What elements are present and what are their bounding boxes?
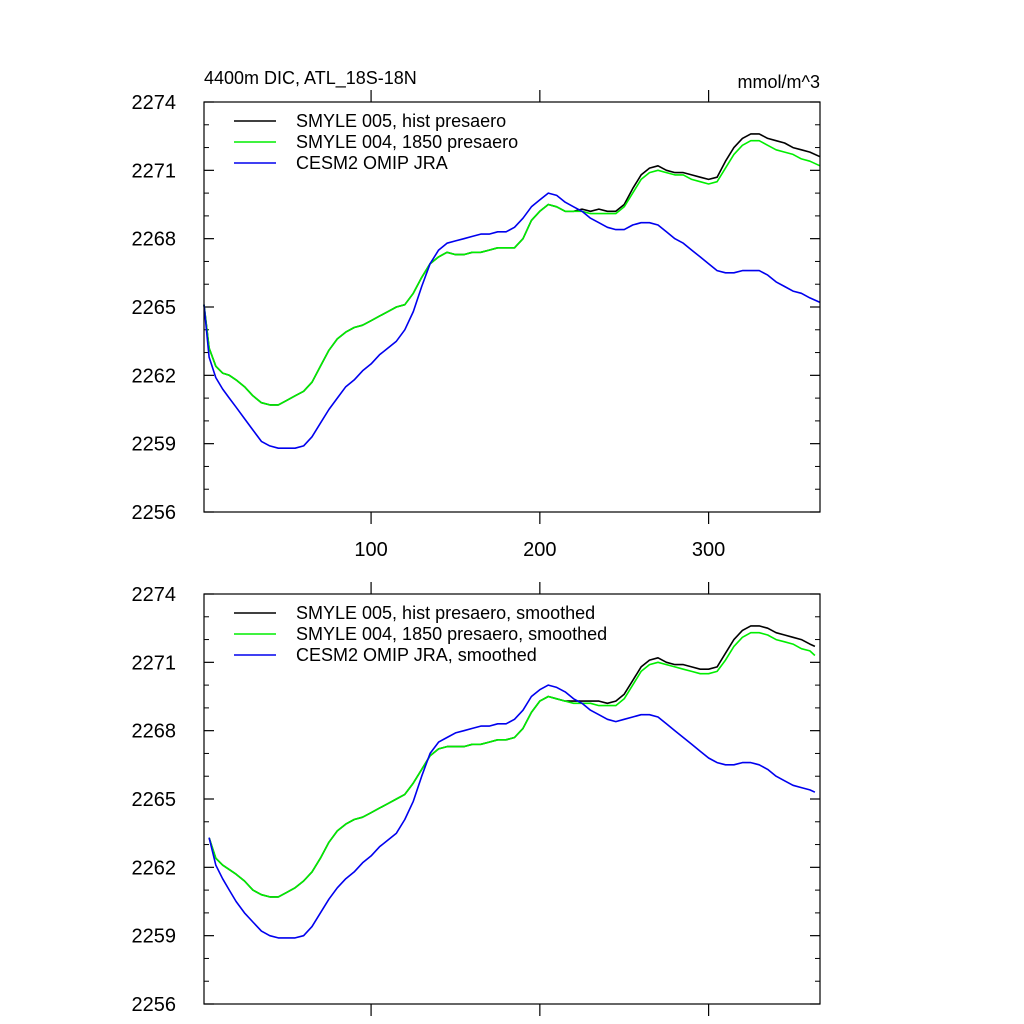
y-tick-label: 2274 [132, 92, 177, 114]
axes-ticks: 2256 2259 2262 2265 2268 2271 2274 [132, 582, 820, 1016]
legend-label: CESM2 OMIP JRA [296, 153, 448, 173]
series-line-2 [203, 139, 821, 406]
plot-frame [203, 101, 821, 513]
series-line-3 [203, 192, 821, 450]
x-tick-label: 100 [354, 539, 387, 561]
chart-title: 4400m DIC, ATL_18S-18N [204, 68, 417, 89]
x-tick-label: 200 [523, 539, 556, 561]
top-panel: 4400m DIC, ATL_18S-18N mmol/m^3 2256 2259… [132, 68, 821, 561]
axes-ticks: 2256 2259 2262 2265 2268 2271 2274 100 200 300 [132, 90, 820, 561]
bottom-panel: 2256 2259 2262 2265 2268 2271 2274 SMYLE 005, … [132, 582, 821, 1016]
y-tick-label: 2268 [132, 229, 177, 251]
y-tick-label: 2262 [132, 857, 177, 879]
y-tick-label: 2265 [132, 789, 177, 811]
y-tick-label: 2259 [132, 926, 177, 948]
legend-label: SMYLE 004, 1850 presaero [296, 132, 518, 152]
plot-lines [208, 625, 816, 939]
y-tick-label: 2271 [132, 652, 177, 674]
y-tick-label: 2262 [132, 365, 177, 387]
y-tick-label: 2256 [132, 994, 177, 1016]
y-tick-label: 2271 [132, 160, 177, 182]
y-tick-label: 2268 [132, 721, 177, 743]
y-tick-label: 2274 [132, 584, 177, 606]
legend-label: SMYLE 004, 1850 presaero, smoothed [296, 624, 607, 644]
y-tick-label: 2256 [132, 502, 177, 524]
legend: SMYLE 005, hist presaero, smoothedSMYLE … [234, 603, 607, 665]
x-tick-label: 300 [692, 539, 725, 561]
series-line-3 [208, 684, 816, 939]
plot-frame [203, 593, 821, 1005]
units-label: mmol/m^3 [738, 72, 820, 92]
legend-label: CESM2 OMIP JRA, smoothed [296, 645, 537, 665]
series-line-2 [208, 631, 816, 898]
y-tick-label: 2265 [132, 297, 177, 319]
plot-lines [203, 133, 821, 450]
legend-label: SMYLE 005, hist presaero [296, 111, 506, 131]
legend-label: SMYLE 005, hist presaero, smoothed [296, 603, 595, 623]
y-tick-label: 2259 [132, 434, 177, 456]
